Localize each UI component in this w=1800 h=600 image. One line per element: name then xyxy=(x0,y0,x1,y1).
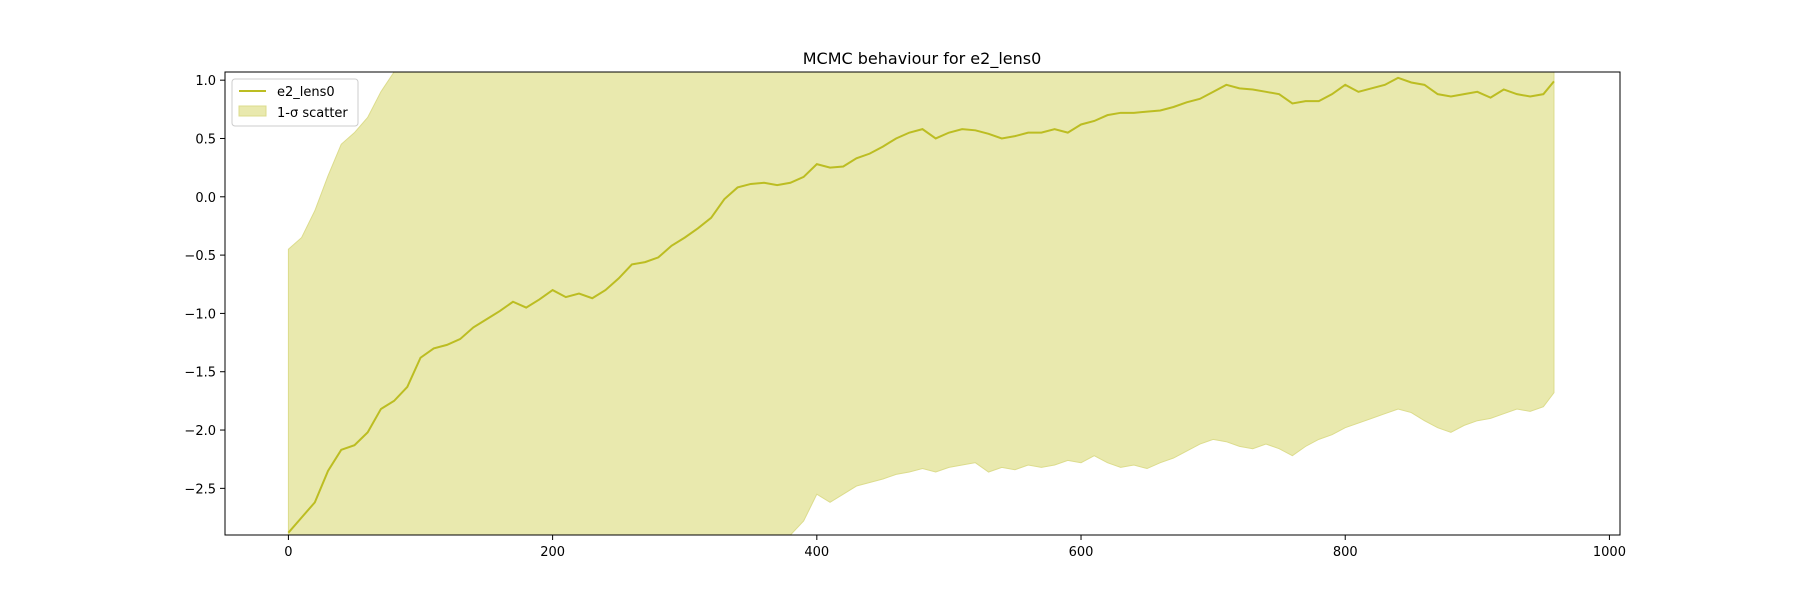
legend-label-band: 1-σ scatter xyxy=(277,106,348,121)
x-axis: 0 200 400 600 800 1000 xyxy=(284,535,1626,560)
x-tick-label: 600 xyxy=(1069,545,1094,560)
legend: e2_lens0 1-σ scatter xyxy=(231,78,359,127)
series-line-e2-lens0 xyxy=(287,76,1555,534)
y-tick-label: −2.5 xyxy=(184,482,216,497)
y-tick-label: −2.0 xyxy=(184,424,216,439)
x-tick-label: 0 xyxy=(284,545,292,560)
x-tick-label: 200 xyxy=(540,545,565,560)
y-tick-label: −1.5 xyxy=(184,366,216,381)
x-tick-label: 400 xyxy=(804,545,829,560)
x-tick-label: 1000 xyxy=(1593,545,1626,560)
sigma-scatter-band xyxy=(287,72,1555,535)
plot-frame xyxy=(224,71,1621,536)
chart-title: MCMC behaviour for e2_lens0 xyxy=(803,49,1042,69)
y-axis: 1.0 0.5 0.0 −0.5 −1.0 −1.5 −2.0 −2.5 xyxy=(184,74,225,497)
y-tick-label: 0.0 xyxy=(195,191,216,206)
legend-band-swatch xyxy=(238,105,267,117)
y-tick-label: 0.5 xyxy=(195,132,216,147)
y-tick-label: −0.5 xyxy=(184,249,216,264)
y-tick-label: −1.0 xyxy=(184,307,216,322)
legend-label-line: e2_lens0 xyxy=(277,85,335,100)
x-tick-label: 800 xyxy=(1333,545,1358,560)
y-tick-label: 1.0 xyxy=(195,74,216,89)
